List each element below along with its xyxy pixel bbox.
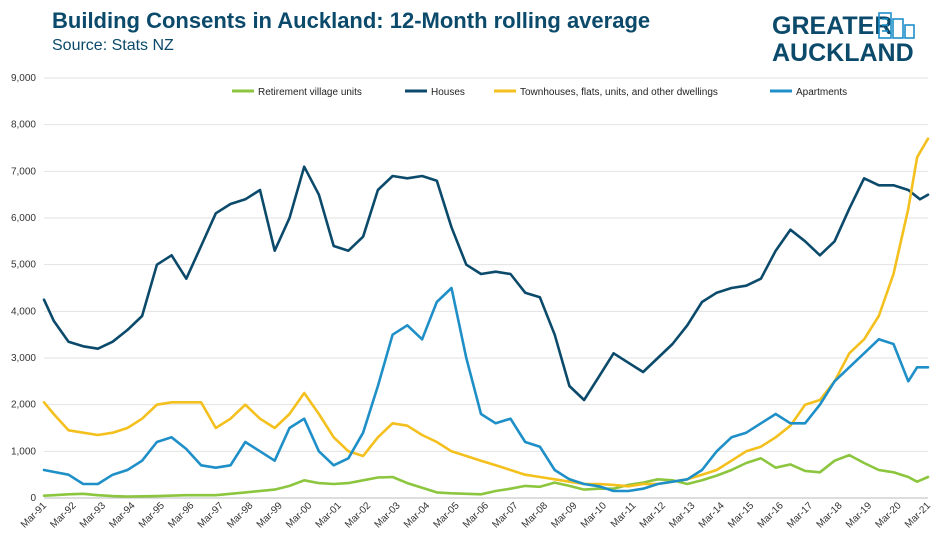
y-tick-label: 5,000 [11,260,36,271]
x-tick-label: Mar-08 [520,500,550,530]
x-tick-label: Mar-96 [166,500,196,530]
x-tick-label: Mar-99 [255,500,285,530]
x-tick-label: Mar-06 [461,500,491,530]
x-tick-label: Mar-03 [373,500,403,530]
legend-label: Retirement village units [258,87,362,98]
x-tick-label: Mar-09 [549,500,579,530]
y-tick-label: 2,000 [11,400,36,411]
x-tick-label: Mar-93 [78,500,108,530]
series-line-1 [42,165,930,402]
x-tick-label: Mar-15 [726,500,756,530]
series-line-2 [42,137,930,488]
greater-auckland-logo: GREATER AUCKLAND [772,12,915,66]
y-axis-ticks: 0 1,000 2,000 3,000 4,000 5,000 6,000 7,000 8,00… [11,73,36,504]
x-tick-label: Mar-21 [903,500,933,530]
x-tick-label: Mar-97 [196,500,226,530]
x-tick-label: Mar-91 [19,500,49,530]
x-tick-label: Mar-95 [137,500,167,530]
chart-subtitle: Source: Stats NZ [52,37,174,54]
legend: Retirement village units Houses Townhouses… [232,87,847,98]
x-tick-label: Mar-10 [579,500,609,530]
x-tick-label: Mar-07 [490,500,520,530]
x-tick-label: Mar-92 [48,500,78,530]
x-tick-label: Mar-94 [107,500,137,530]
x-tick-label: Mar-17 [785,500,815,530]
y-tick-label: 6,000 [11,213,36,224]
y-tick-label: 4,000 [11,306,36,317]
grid-lines [44,77,928,499]
x-tick-label: Mar-11 [609,500,639,530]
y-tick-label: 9,000 [11,73,36,84]
x-tick-label: Mar-13 [667,500,697,530]
legend-label: Apartments [796,87,847,98]
city-skyline-icon [878,12,915,39]
x-tick-label: Mar-20 [873,500,903,530]
x-tick-label: Mar-05 [431,500,461,530]
x-tick-label: Mar-18 [815,500,845,530]
series-line-0 [42,453,930,498]
x-tick-label: Mar-12 [638,500,668,530]
x-tick-label: Mar-14 [697,500,727,530]
legend-label: Houses [431,87,465,98]
x-axis-ticks: Mar-91 Mar-92 Mar-93 Mar-94 Mar-95 Mar-96 Mar-… [19,500,933,530]
y-tick-label: 8,000 [11,120,36,131]
series-lines [42,137,930,498]
x-tick-label: Mar-19 [844,500,874,530]
y-tick-label: 0 [30,493,36,504]
x-tick-label: Mar-04 [402,500,432,530]
logo-line-1: GREATER [772,12,892,40]
y-tick-label: 1,000 [11,446,36,457]
y-tick-label: 7,000 [11,166,36,177]
x-tick-label: Mar-02 [343,500,373,530]
x-tick-label: Mar-98 [225,500,255,530]
x-tick-label: Mar-00 [284,500,314,530]
x-tick-label: Mar-01 [314,500,344,530]
legend-label: Townhouses, flats, units, and other dwel… [520,87,718,98]
logo-line-2: AUCKLAND [772,39,914,66]
y-tick-label: 3,000 [11,353,36,364]
x-tick-label: Mar-16 [756,500,786,530]
chart-title: Building Consents in Auckland: 12-Month … [52,8,651,33]
series-line-3 [42,286,930,493]
